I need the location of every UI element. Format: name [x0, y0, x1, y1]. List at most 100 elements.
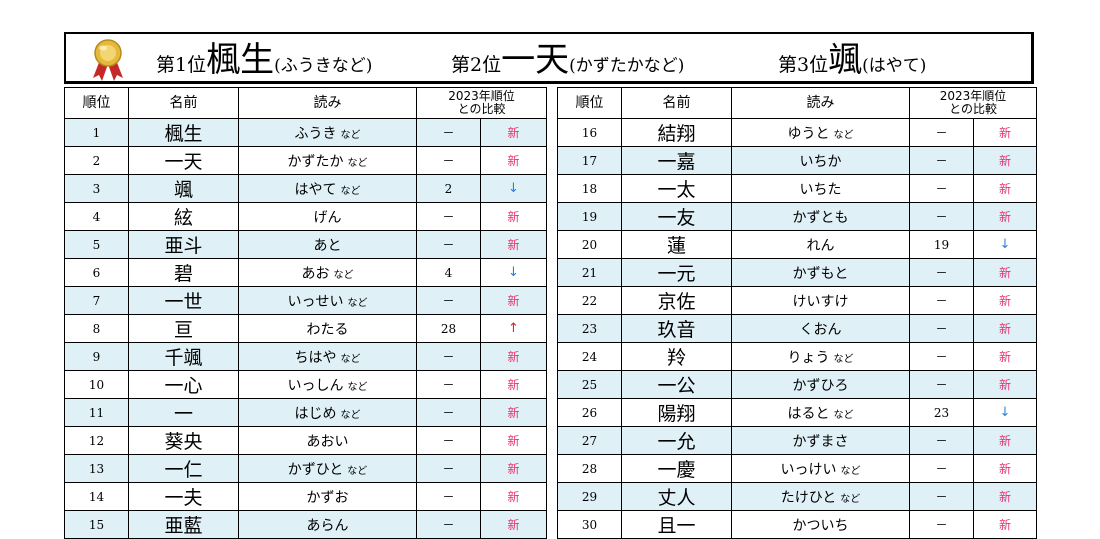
- rank-cell: 21: [557, 258, 622, 287]
- reading-text: けいすけ: [792, 293, 849, 310]
- prev-rank-cell: －: [416, 146, 481, 175]
- prev-rank-cell: －: [416, 510, 481, 539]
- rank-cell: 22: [557, 286, 622, 315]
- prev-rank-cell: －: [416, 342, 481, 371]
- name-cell: 結翔: [621, 118, 732, 147]
- change-cell: 新: [479, 230, 548, 259]
- third-place-name: 颯: [828, 40, 863, 80]
- reading-text: かずたか: [287, 153, 344, 170]
- new-badge: 新: [999, 322, 1012, 336]
- name-cell: 亘: [128, 314, 239, 343]
- name-cell: 千颯: [128, 342, 239, 371]
- second-place-name: 一天: [501, 40, 570, 80]
- table-row: 30 且一 かついち － 新: [557, 510, 1038, 539]
- change-cell: 新: [972, 202, 1038, 231]
- rank-cell: 30: [557, 510, 622, 539]
- change-cell: 新: [479, 342, 548, 371]
- reading-cell: げん: [238, 202, 417, 231]
- arrow-down-icon: ↓: [999, 405, 1011, 420]
- table-row: 20 蓮 れん 19 ↓: [557, 230, 1038, 259]
- change-cell: 新: [479, 454, 548, 483]
- new-badge: 新: [999, 462, 1012, 476]
- rank-cell: 11: [64, 398, 129, 427]
- header-reading: 読み: [731, 87, 910, 119]
- reading-text: いっけい: [780, 461, 837, 478]
- prev-rank-cell: －: [909, 426, 974, 455]
- reading-cell: くおん: [731, 314, 910, 343]
- rank-cell: 14: [64, 482, 129, 511]
- reading-cell: あと: [238, 230, 417, 259]
- table-row: 6 碧あお など 4 ↓: [64, 258, 548, 287]
- table-row: 18 一太 いちた － 新: [557, 174, 1038, 203]
- change-cell: 新: [479, 426, 548, 455]
- new-badge: 新: [507, 490, 520, 504]
- rank-cell: 9: [64, 342, 129, 371]
- rank-cell: 27: [557, 426, 622, 455]
- reading-suffix: など: [833, 353, 854, 365]
- reading-suffix: など: [333, 269, 354, 281]
- prev-rank-cell: －: [909, 202, 974, 231]
- prev-rank-cell: 19: [909, 230, 974, 259]
- change-cell: 新: [479, 510, 548, 539]
- new-badge: 新: [507, 434, 520, 448]
- change-cell: ↑: [479, 314, 548, 343]
- change-cell: 新: [972, 370, 1038, 399]
- change-cell: 新: [972, 146, 1038, 175]
- name-cell: 京佐: [621, 286, 732, 315]
- rank-cell: 20: [557, 230, 622, 259]
- reading-cell: れん: [731, 230, 910, 259]
- gold-medal-ribbon-icon: [93, 39, 123, 81]
- prev-rank-cell: 23: [909, 398, 974, 427]
- rank-cell: 12: [64, 426, 129, 455]
- reading-text: あお: [301, 265, 330, 282]
- reading-text: れん: [806, 237, 835, 254]
- name-cell: 一元: [621, 258, 732, 287]
- reading-cell: いっけい など: [731, 454, 910, 483]
- prev-rank-cell: －: [909, 174, 974, 203]
- new-badge: 新: [999, 126, 1012, 140]
- rank-cell: 1: [64, 118, 129, 147]
- reading-text: あおい: [306, 433, 349, 450]
- rank-cell: 8: [64, 314, 129, 343]
- prev-rank-cell: －: [909, 314, 974, 343]
- reading-text: かずまさ: [792, 433, 849, 450]
- second-place-label: 第2位: [451, 54, 502, 76]
- new-badge: 新: [507, 378, 520, 392]
- change-cell: 新: [972, 510, 1038, 539]
- reading-cell: はると など: [731, 398, 910, 427]
- change-cell: ↓: [479, 174, 548, 203]
- reading-cell: はじめ など: [238, 398, 417, 427]
- prev-rank-cell: －: [909, 454, 974, 483]
- first-place-reading: (ふうきなど): [274, 56, 373, 76]
- rank-cell: 2: [64, 146, 129, 175]
- new-badge: 新: [999, 154, 1012, 168]
- change-cell: 新: [972, 314, 1038, 343]
- name-cell: 楓生: [128, 118, 239, 147]
- rank-cell: 19: [557, 202, 622, 231]
- table-row: 23 玖音 くおん － 新: [557, 314, 1038, 343]
- rank-cell: 15: [64, 510, 129, 539]
- reading-text: かずひと: [287, 461, 344, 478]
- reading-text: いちた: [799, 181, 842, 198]
- new-badge: 新: [999, 182, 1012, 196]
- prev-rank-cell: －: [909, 258, 974, 287]
- reading-text: はやて: [294, 181, 337, 198]
- reading-cell: わたる: [238, 314, 417, 343]
- change-cell: 新: [479, 202, 548, 231]
- change-cell: 新: [479, 146, 548, 175]
- reading-text: かずひろ: [792, 377, 849, 394]
- prev-rank-cell: －: [909, 286, 974, 315]
- table-row: 17 一嘉 いちか － 新: [557, 146, 1038, 175]
- prev-rank-cell: －: [416, 202, 481, 231]
- change-cell: 新: [479, 286, 548, 315]
- reading-cell: あお など: [238, 258, 417, 287]
- reading-cell: たけひと など: [731, 482, 910, 511]
- reading-text: げん: [313, 209, 342, 226]
- prev-rank-cell: －: [416, 454, 481, 483]
- change-cell: ↓: [972, 398, 1038, 427]
- reading-suffix: など: [340, 353, 361, 365]
- new-badge: 新: [507, 518, 520, 532]
- rank-cell: 13: [64, 454, 129, 483]
- reading-cell: ゆうと など: [731, 118, 910, 147]
- reading-suffix: など: [347, 381, 368, 393]
